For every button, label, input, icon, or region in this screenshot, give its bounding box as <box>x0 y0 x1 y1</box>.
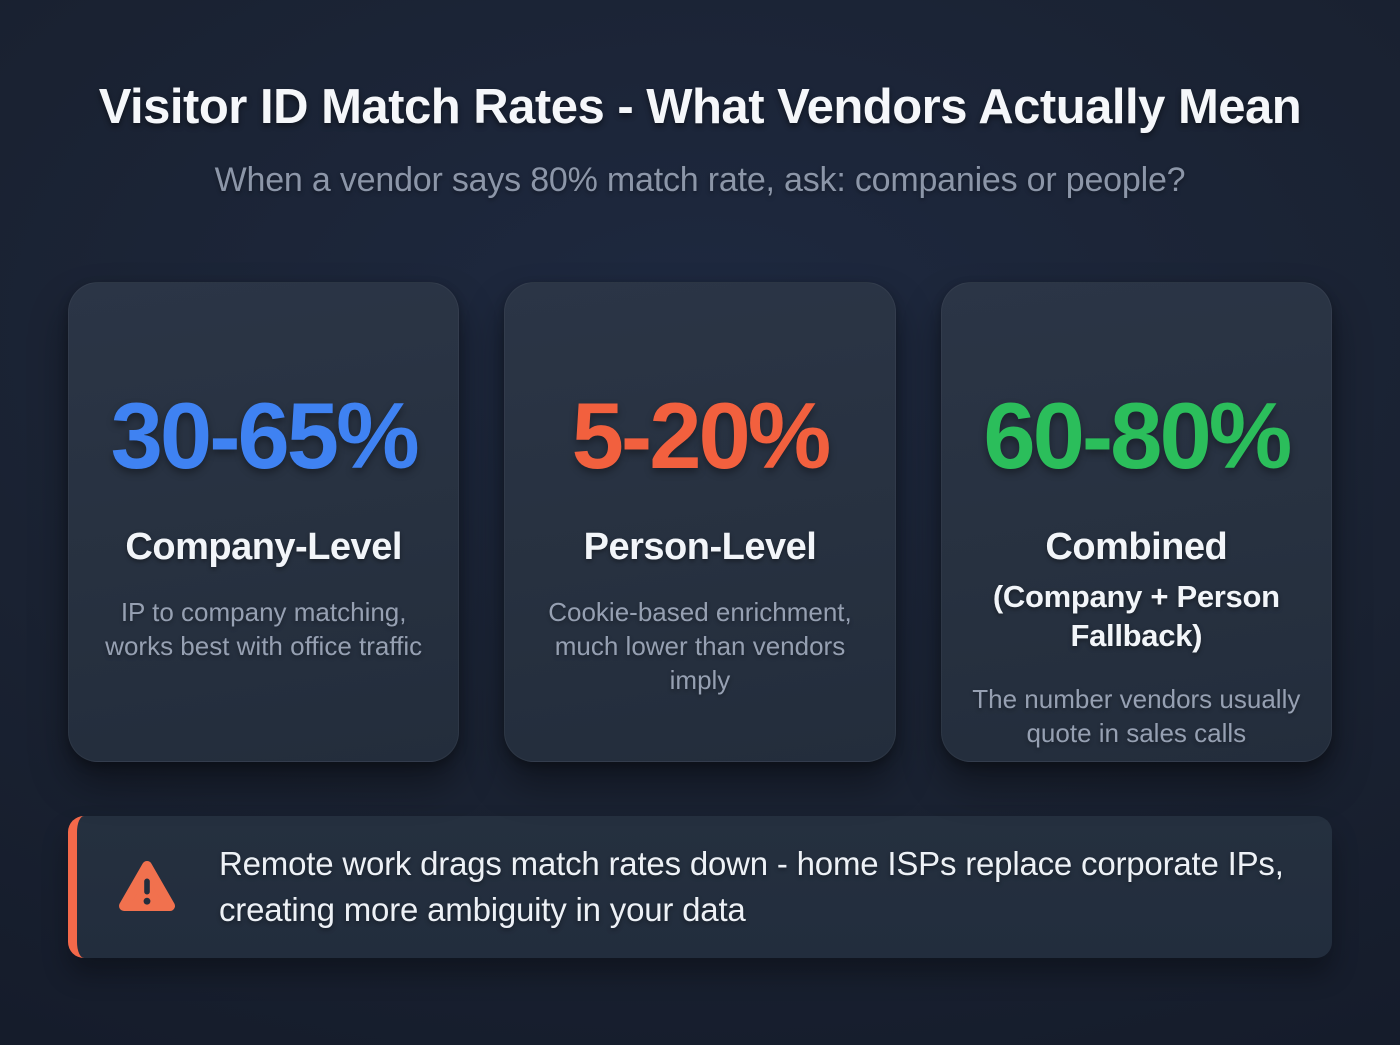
stat-label: Company-Level <box>125 525 402 568</box>
page-title: Visitor ID Match Rates - What Vendors Ac… <box>98 80 1302 134</box>
stat-sublabel: (Company + Person Fallback) <box>992 578 1280 654</box>
stat-card-combined: 60-80% Combined (Company + Person Fallba… <box>940 281 1332 762</box>
warning-triangle-icon <box>117 859 177 915</box>
stat-value: 5-20% <box>571 382 832 488</box>
stat-card-person-level: 5-20% Person-Level Cookie-based enrichme… <box>504 281 896 762</box>
header: Visitor ID Match Rates - What Vendors Ac… <box>0 0 1400 200</box>
warning-text: Remote work drags match rates down - hom… <box>219 844 1284 928</box>
stat-value: 30-65% <box>110 382 420 488</box>
page-subtitle: When a vendor says 80% match rate, ask: … <box>214 160 1186 199</box>
warning-callout: Remote work drags match rates down - hom… <box>68 815 1332 958</box>
stat-label: Person-Level <box>583 525 817 568</box>
stat-description: The number vendors usually quote in sale… <box>972 684 1301 749</box>
stat-card-company-level: 30-65% Company-Level IP to company match… <box>68 281 460 762</box>
stat-description: IP to company matching, works best with … <box>105 596 423 661</box>
stat-label: Combined <box>1045 525 1228 568</box>
stat-value: 60-80% <box>983 382 1292 488</box>
stat-card-row: 30-65% Company-Level IP to company match… <box>0 281 1400 762</box>
stat-description: Cookie-based enrichment, much lower than… <box>548 596 852 696</box>
